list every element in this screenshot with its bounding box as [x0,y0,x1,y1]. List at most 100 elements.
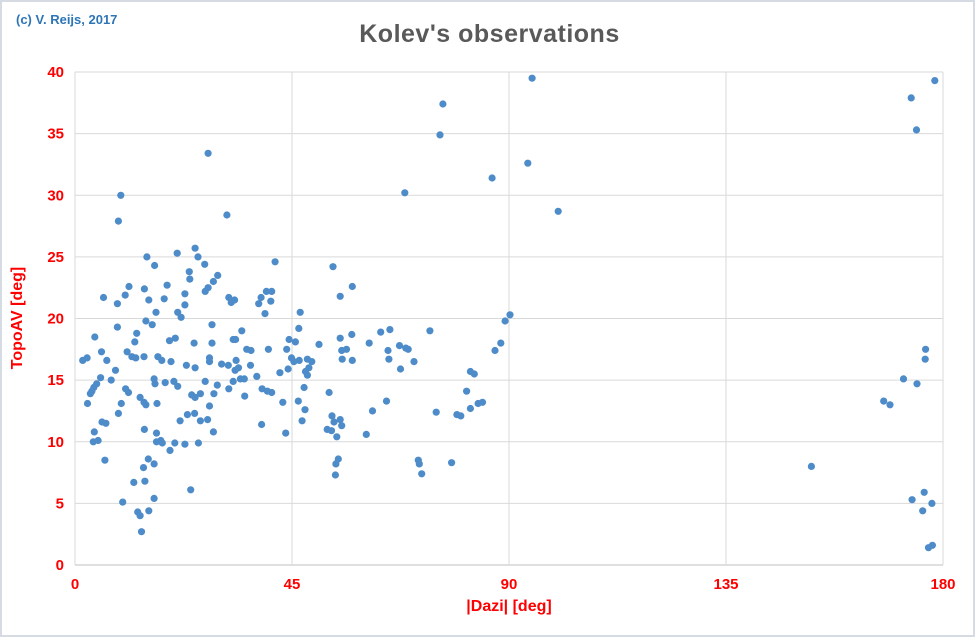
data-point[interactable] [401,189,409,197]
data-point[interactable] [338,355,346,363]
data-point[interactable] [125,282,133,291]
data-point[interactable] [301,406,309,414]
data-point[interactable] [145,507,153,515]
data-point[interactable] [298,417,306,425]
data-point[interactable] [201,377,209,385]
data-point[interactable] [342,345,351,353]
data-point[interactable] [208,321,216,329]
data-point[interactable] [268,388,276,397]
data-point[interactable] [448,459,456,467]
data-point[interactable] [191,364,199,372]
data-point[interactable] [214,271,222,279]
data-point[interactable] [921,355,929,363]
data-point[interactable] [148,321,156,329]
data-point[interactable] [418,470,426,478]
data-point[interactable] [194,253,202,261]
data-point[interactable] [99,293,108,302]
data-point[interactable] [213,381,221,389]
data-point[interactable] [114,409,122,417]
data-point[interactable] [150,460,158,468]
data-point[interactable] [333,433,341,441]
data-point[interactable] [291,338,299,346]
data-point[interactable] [348,330,356,339]
data-point[interactable] [922,345,930,353]
data-point[interactable] [426,327,434,335]
data-point[interactable] [102,419,110,427]
data-point[interactable] [267,297,275,305]
data-point[interactable] [488,174,496,182]
data-point[interactable] [143,253,151,261]
data-point[interactable] [497,339,505,347]
data-point[interactable] [153,399,161,408]
data-point[interactable] [912,126,921,134]
data-point[interactable] [163,281,171,289]
data-point[interactable] [171,334,179,342]
data-point[interactable] [91,333,99,341]
data-point[interactable] [187,486,195,494]
data-point[interactable] [133,329,141,337]
data-point[interactable] [113,323,121,331]
data-point[interactable] [209,428,217,436]
data-point[interactable] [396,365,405,373]
data-point[interactable] [86,390,94,398]
data-point[interactable] [931,77,939,85]
data-point[interactable] [368,407,377,415]
data-point[interactable] [191,244,199,252]
data-point[interactable] [377,328,385,336]
data-point[interactable] [331,471,339,479]
data-point[interactable] [132,354,140,362]
data-point[interactable] [336,292,344,300]
data-point[interactable] [382,397,391,405]
data-point[interactable] [395,342,404,350]
data-point[interactable] [151,261,159,270]
data-point[interactable] [117,191,125,199]
data-point[interactable] [436,131,444,139]
data-point[interactable] [283,345,291,353]
data-point[interactable] [113,300,121,308]
data-point[interactable] [303,371,311,379]
data-point[interactable] [268,287,276,295]
data-point[interactable] [294,397,302,405]
data-point[interactable] [145,296,153,304]
data-point[interactable] [506,311,514,319]
data-point[interactable] [209,277,217,286]
data-point[interactable] [158,439,166,447]
data-point[interactable] [231,366,239,374]
data-point[interactable] [141,477,149,485]
data-point[interactable] [264,345,272,353]
data-point[interactable] [210,390,218,398]
data-point[interactable] [173,249,181,257]
data-point[interactable] [181,290,189,298]
data-point[interactable] [463,387,471,395]
data-point[interactable] [111,366,120,374]
data-point[interactable] [166,446,174,454]
data-point[interactable] [79,356,87,364]
data-point[interactable] [150,494,158,502]
data-point[interactable] [330,418,338,426]
data-point[interactable] [124,388,133,397]
data-point[interactable] [174,382,182,390]
data-point[interactable] [142,401,150,409]
data-point[interactable] [880,397,888,405]
data-point[interactable] [176,417,184,425]
data-point[interactable] [238,327,246,335]
data-point[interactable] [107,376,115,384]
data-point[interactable] [285,335,293,344]
data-point[interactable] [432,408,440,416]
data-point[interactable] [103,356,111,364]
data-point[interactable] [386,326,394,334]
data-point[interactable] [276,369,284,377]
data-point[interactable] [165,337,174,345]
data-point[interactable] [338,422,346,430]
data-point[interactable] [928,541,937,549]
data-point[interactable] [466,404,474,413]
data-point[interactable] [257,293,265,302]
data-point[interactable] [137,528,146,536]
data-point[interactable] [329,263,337,271]
data-point[interactable] [205,358,214,366]
data-point[interactable] [94,436,102,445]
data-point[interactable] [385,355,393,363]
data-point[interactable] [282,429,290,437]
data-point[interactable] [907,94,915,102]
data-point[interactable] [191,409,199,417]
